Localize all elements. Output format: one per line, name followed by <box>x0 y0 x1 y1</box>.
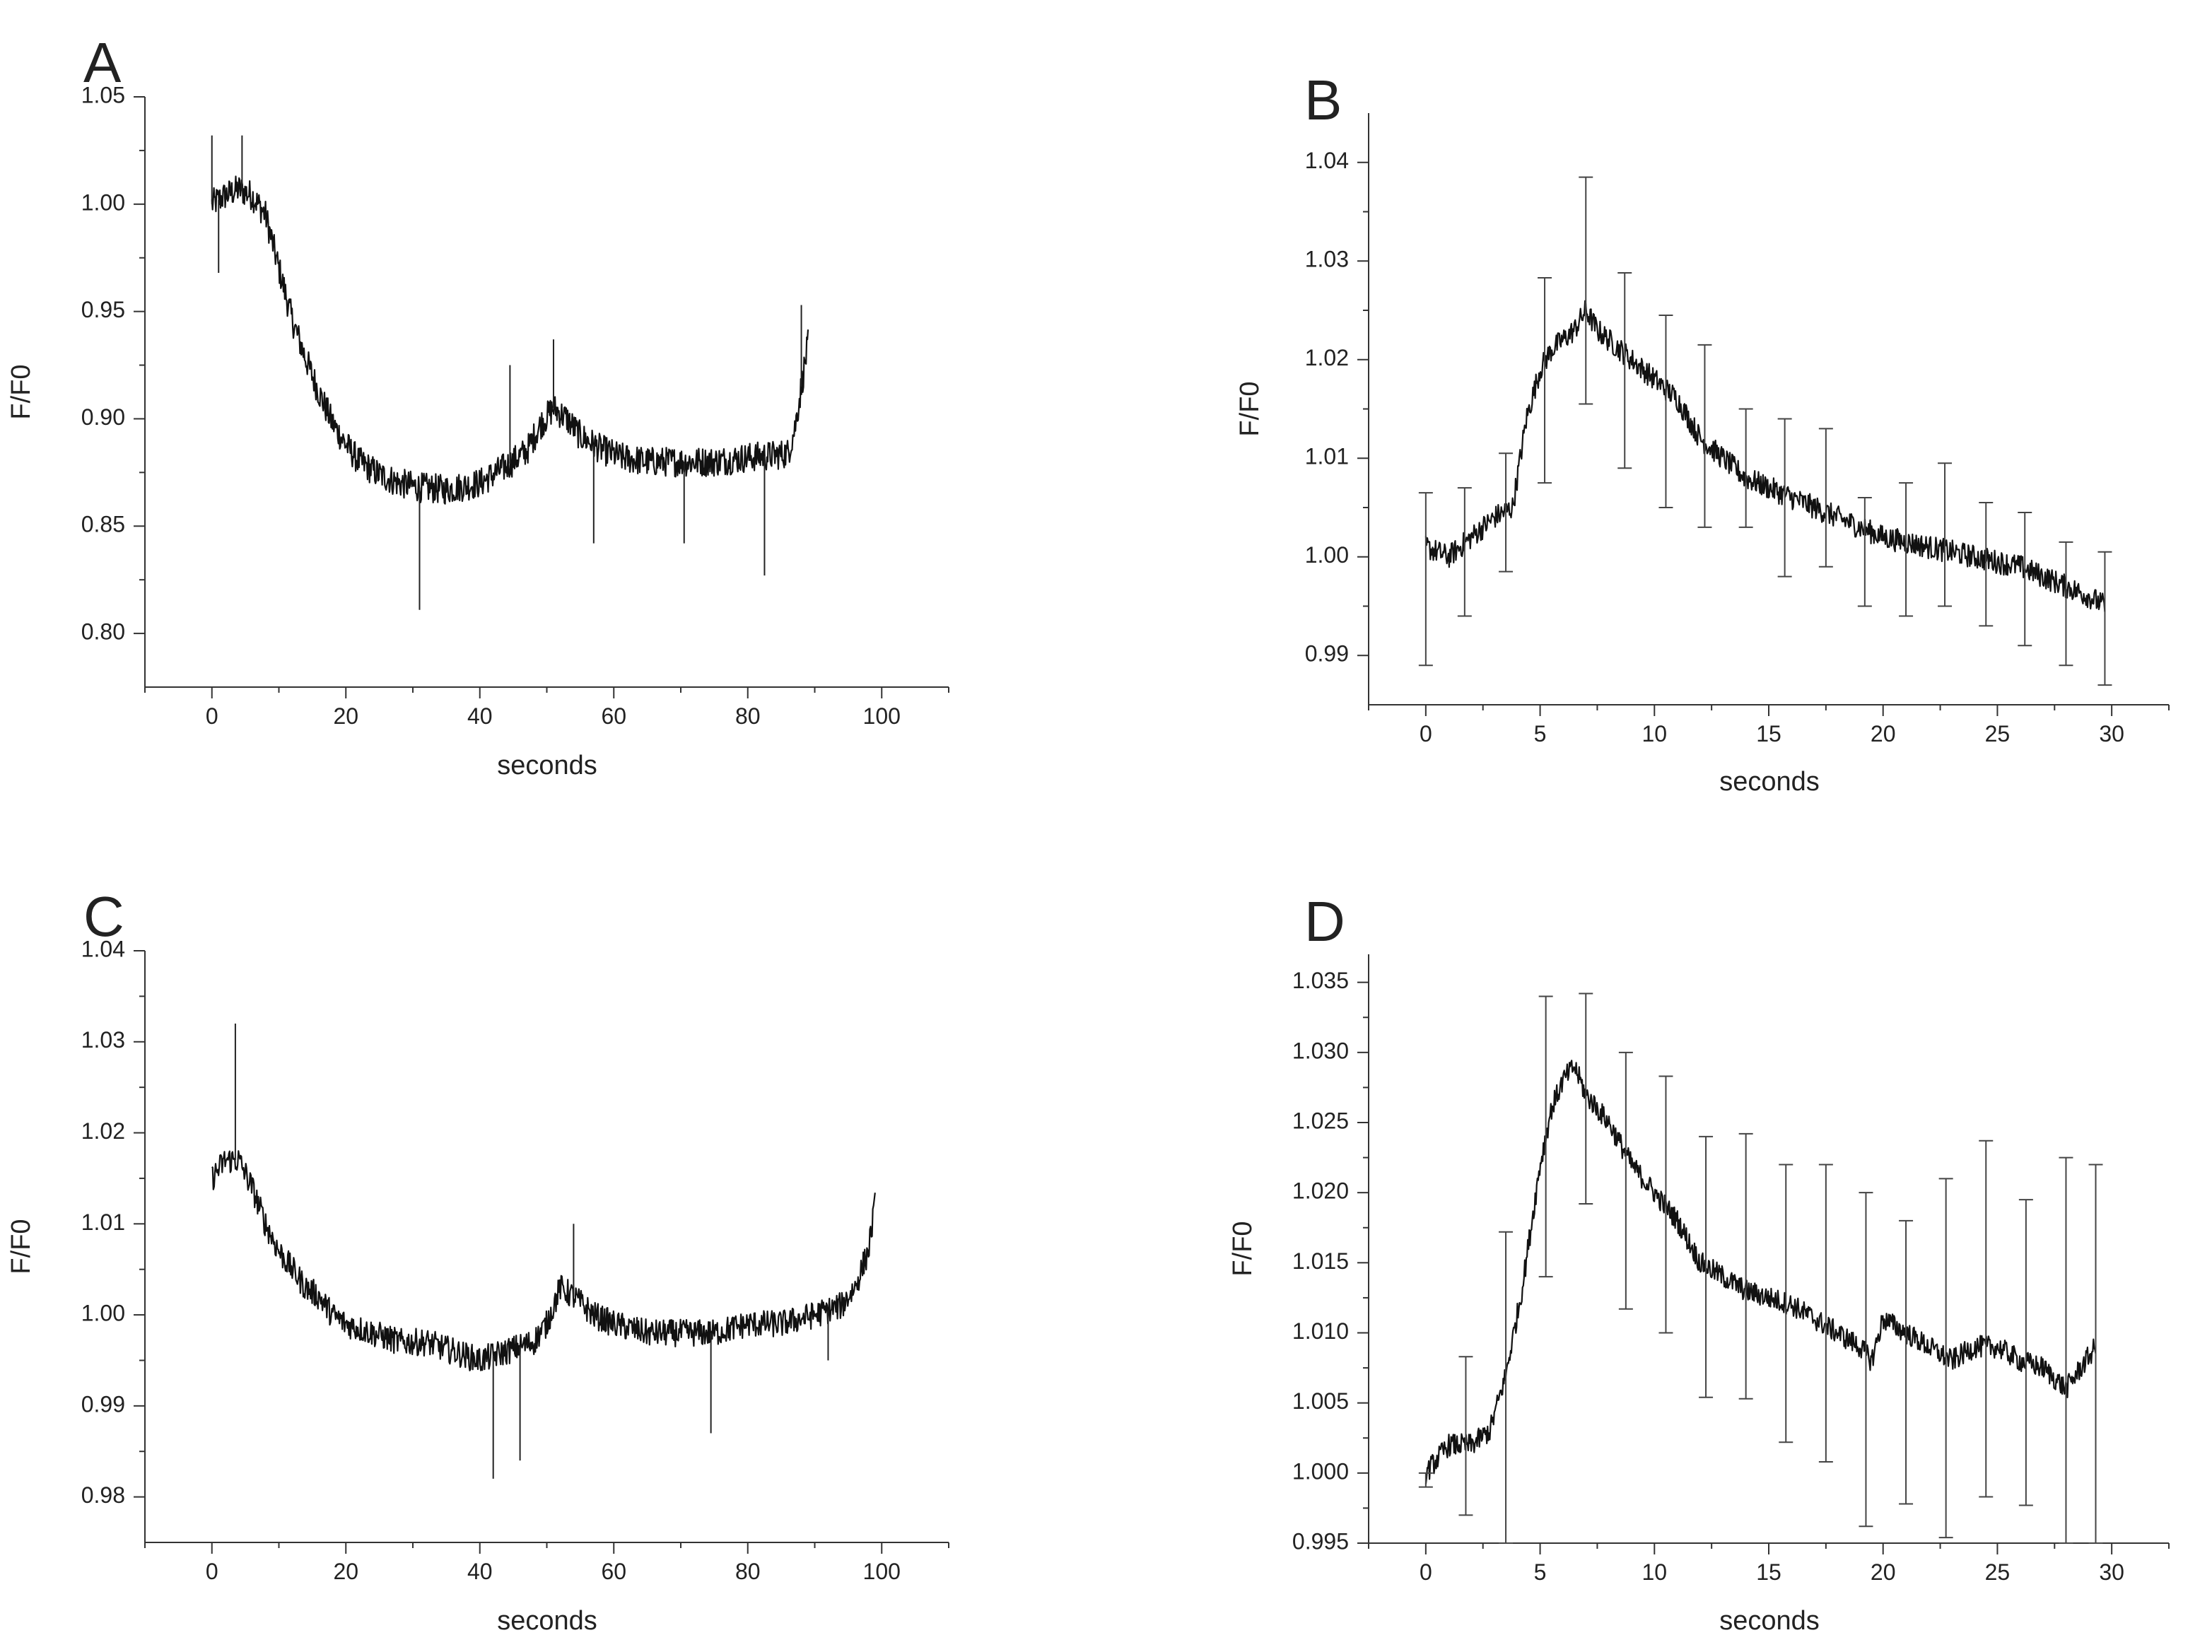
panel-label: A <box>83 31 122 94</box>
y-tick-label: 1.05 <box>81 82 125 107</box>
panel-label: D <box>1304 890 1345 953</box>
x-axis-label: seconds <box>497 751 597 780</box>
series-line-mean <box>1424 300 2106 612</box>
y-tick-label: 1.015 <box>1292 1248 1349 1274</box>
x-axis-label: seconds <box>1719 767 1820 797</box>
x-axis-label: seconds <box>1719 1606 1820 1636</box>
y-tick-label: 0.99 <box>81 1391 125 1417</box>
series-line-mean <box>211 175 809 505</box>
x-tick-label: 100 <box>863 703 901 729</box>
x-tick-label: 0 <box>1420 721 1432 746</box>
x-tick-label: 0 <box>206 703 218 729</box>
y-tick-label: 1.03 <box>81 1027 125 1053</box>
y-tick-label: 0.995 <box>1292 1528 1349 1554</box>
series-line-mean <box>1424 1060 2097 1484</box>
series-line-mean <box>211 1150 876 1371</box>
x-tick-label: 15 <box>1756 1559 1781 1585</box>
y-tick-label: 1.035 <box>1292 968 1349 993</box>
y-tick-label: 1.030 <box>1292 1038 1349 1063</box>
x-tick-label: 100 <box>863 1559 901 1584</box>
y-tick-label: 1.03 <box>1305 247 1349 272</box>
x-tick-label: 5 <box>1534 721 1547 746</box>
x-tick-label: 0 <box>206 1559 218 1584</box>
y-tick-label: 0.90 <box>81 404 125 430</box>
y-tick-label: 1.00 <box>81 1301 125 1326</box>
x-tick-label: 20 <box>333 1559 358 1584</box>
y-tick-label: 1.04 <box>81 936 125 961</box>
chart-panel-d: D 0.995 1.000 1.005 1.010 1.015 1.020 1.025 1.03… <box>1228 890 2170 1636</box>
y-axis-label: F/F0 <box>6 364 36 419</box>
chart-panel-b: B 0.99 1.00 1.01 1.02 1.03 1.04 0 5 10 15 20 25 30 sec… <box>1235 69 2170 797</box>
y-axis-label: F/F0 <box>1235 381 1265 436</box>
x-tick-label: 30 <box>2099 721 2124 746</box>
y-tick-label: 0.80 <box>81 619 125 645</box>
x-tick-label: 80 <box>735 703 761 729</box>
x-tick-label: 25 <box>1985 1559 2011 1585</box>
x-tick-label: 0 <box>1420 1559 1432 1585</box>
x-tick-label: 60 <box>601 1559 626 1584</box>
x-axis-label: seconds <box>497 1606 597 1636</box>
x-tick-label: 15 <box>1756 721 1781 746</box>
y-tick-label: 0.95 <box>81 297 125 322</box>
x-tick-label: 60 <box>601 703 626 729</box>
x-tick-label: 40 <box>467 1559 493 1584</box>
x-tick-label: 80 <box>735 1559 761 1584</box>
y-tick-label: 0.98 <box>81 1482 125 1508</box>
y-tick-label: 1.02 <box>1305 345 1349 370</box>
y-tick-label: 1.02 <box>81 1118 125 1144</box>
y-tick-label: 0.99 <box>1305 641 1349 667</box>
y-tick-label: 1.025 <box>1292 1108 1349 1133</box>
x-tick-label: 40 <box>467 703 493 729</box>
x-tick-label: 10 <box>1642 721 1667 746</box>
y-tick-label: 1.005 <box>1292 1388 1349 1414</box>
panel-label: B <box>1304 69 1342 131</box>
x-tick-label: 20 <box>333 703 358 729</box>
chart-panel-c: C 0.98 0.99 1.00 1.01 1.02 1.03 1.04 0 20 40 60 80 10… <box>6 885 949 1636</box>
y-tick-label: 1.01 <box>1305 444 1349 469</box>
x-tick-label: 10 <box>1642 1559 1667 1585</box>
y-tick-label: 1.00 <box>81 189 125 215</box>
panel-label: C <box>83 885 124 948</box>
chart-panel-a: A 0.80 0.85 0.90 0.95 1.00 1.05 0 20 40 60 80 100 sec… <box>6 31 949 780</box>
y-tick-label: 1.04 <box>1305 148 1349 173</box>
x-tick-label: 5 <box>1534 1559 1547 1585</box>
x-tick-label: 30 <box>2099 1559 2124 1585</box>
y-tick-label: 1.01 <box>81 1209 125 1235</box>
y-tick-label: 1.000 <box>1292 1458 1349 1484</box>
x-tick-label: 20 <box>1871 721 1896 746</box>
y-axis-label: F/F0 <box>1228 1221 1258 1276</box>
x-tick-label: 20 <box>1871 1559 1896 1585</box>
y-axis-label: F/F0 <box>6 1219 36 1274</box>
x-tick-label: 25 <box>1985 721 2011 746</box>
y-tick-label: 1.00 <box>1305 542 1349 568</box>
y-tick-label: 1.010 <box>1292 1318 1349 1344</box>
y-tick-label: 1.020 <box>1292 1178 1349 1204</box>
y-tick-label: 0.85 <box>81 512 125 537</box>
